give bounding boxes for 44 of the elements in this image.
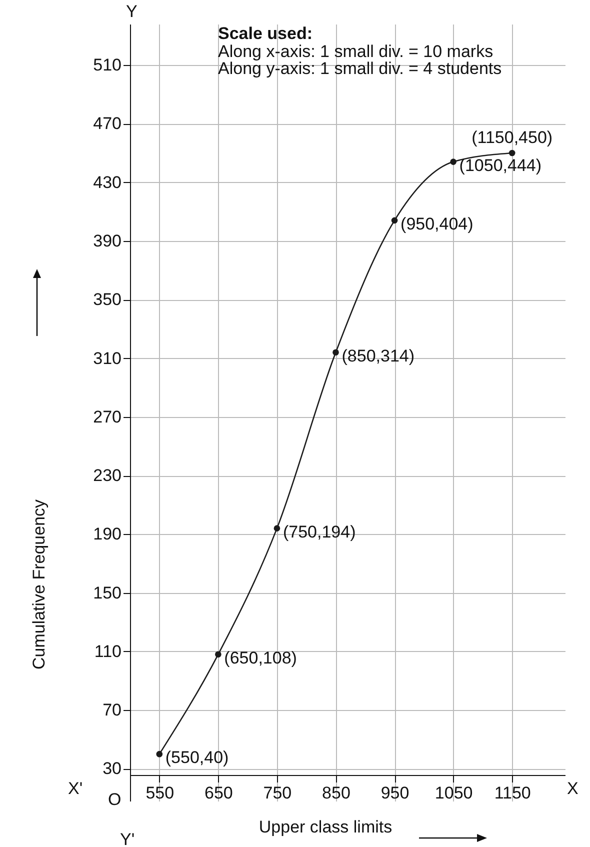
annotation: Along y-axis: 1 small div. = 4 students	[218, 59, 502, 78]
point	[450, 158, 456, 165]
y-tick-label: 70	[102, 700, 122, 720]
y-tick-label: 110	[94, 642, 122, 661]
y-tick-label: 310	[93, 348, 122, 368]
text: O	[108, 790, 122, 809]
x-tick-label: 1150	[494, 784, 531, 802]
annotation: Along x-axis: 1 small div. = 10 marks	[218, 42, 494, 61]
text: Y	[126, 2, 138, 21]
annotation: (950,404)	[400, 214, 474, 234]
y-axis-title: Cumulative Frequency	[30, 498, 48, 670]
annotation: (750,194)	[282, 522, 356, 542]
x-tick-label: 750	[263, 784, 292, 802]
y-tick-label: 150	[93, 583, 122, 602]
x-axis-title: Upper class limits	[258, 818, 392, 836]
point	[332, 349, 339, 356]
y-tick-label: 350	[93, 290, 122, 310]
y-tick-label: 270	[93, 407, 122, 426]
y-tick-label: 430	[93, 172, 122, 192]
point	[508, 150, 516, 156]
annotation: (1150,450)	[472, 128, 553, 148]
text: Y'	[120, 830, 135, 847]
point	[156, 750, 163, 758]
annotation: (1050,444)	[459, 156, 542, 175]
y-tick-label: 190	[93, 524, 122, 544]
text: X'	[68, 779, 83, 798]
y-tick-label: 470	[93, 114, 122, 134]
x-tick-label: 1050	[434, 784, 473, 802]
annotation: Scale used:	[218, 24, 312, 43]
x-tick-label: 950	[380, 784, 410, 802]
x-tick-label: 550	[146, 784, 174, 802]
y-tick-label: 510	[93, 56, 122, 75]
x-tick-label: 850	[322, 784, 350, 802]
text: X	[567, 779, 578, 798]
annotation: (850,314)	[342, 346, 415, 366]
annotation: (550,40)	[165, 748, 229, 768]
y-tick-label: 230	[93, 466, 122, 486]
x-tick-label: 650	[204, 784, 233, 802]
point	[274, 525, 280, 532]
annotation: (650,108)	[224, 648, 297, 668]
y-tick-label: 390	[93, 231, 122, 250]
point	[215, 651, 222, 658]
y-tick-label: 30	[102, 759, 122, 778]
point	[391, 217, 398, 224]
